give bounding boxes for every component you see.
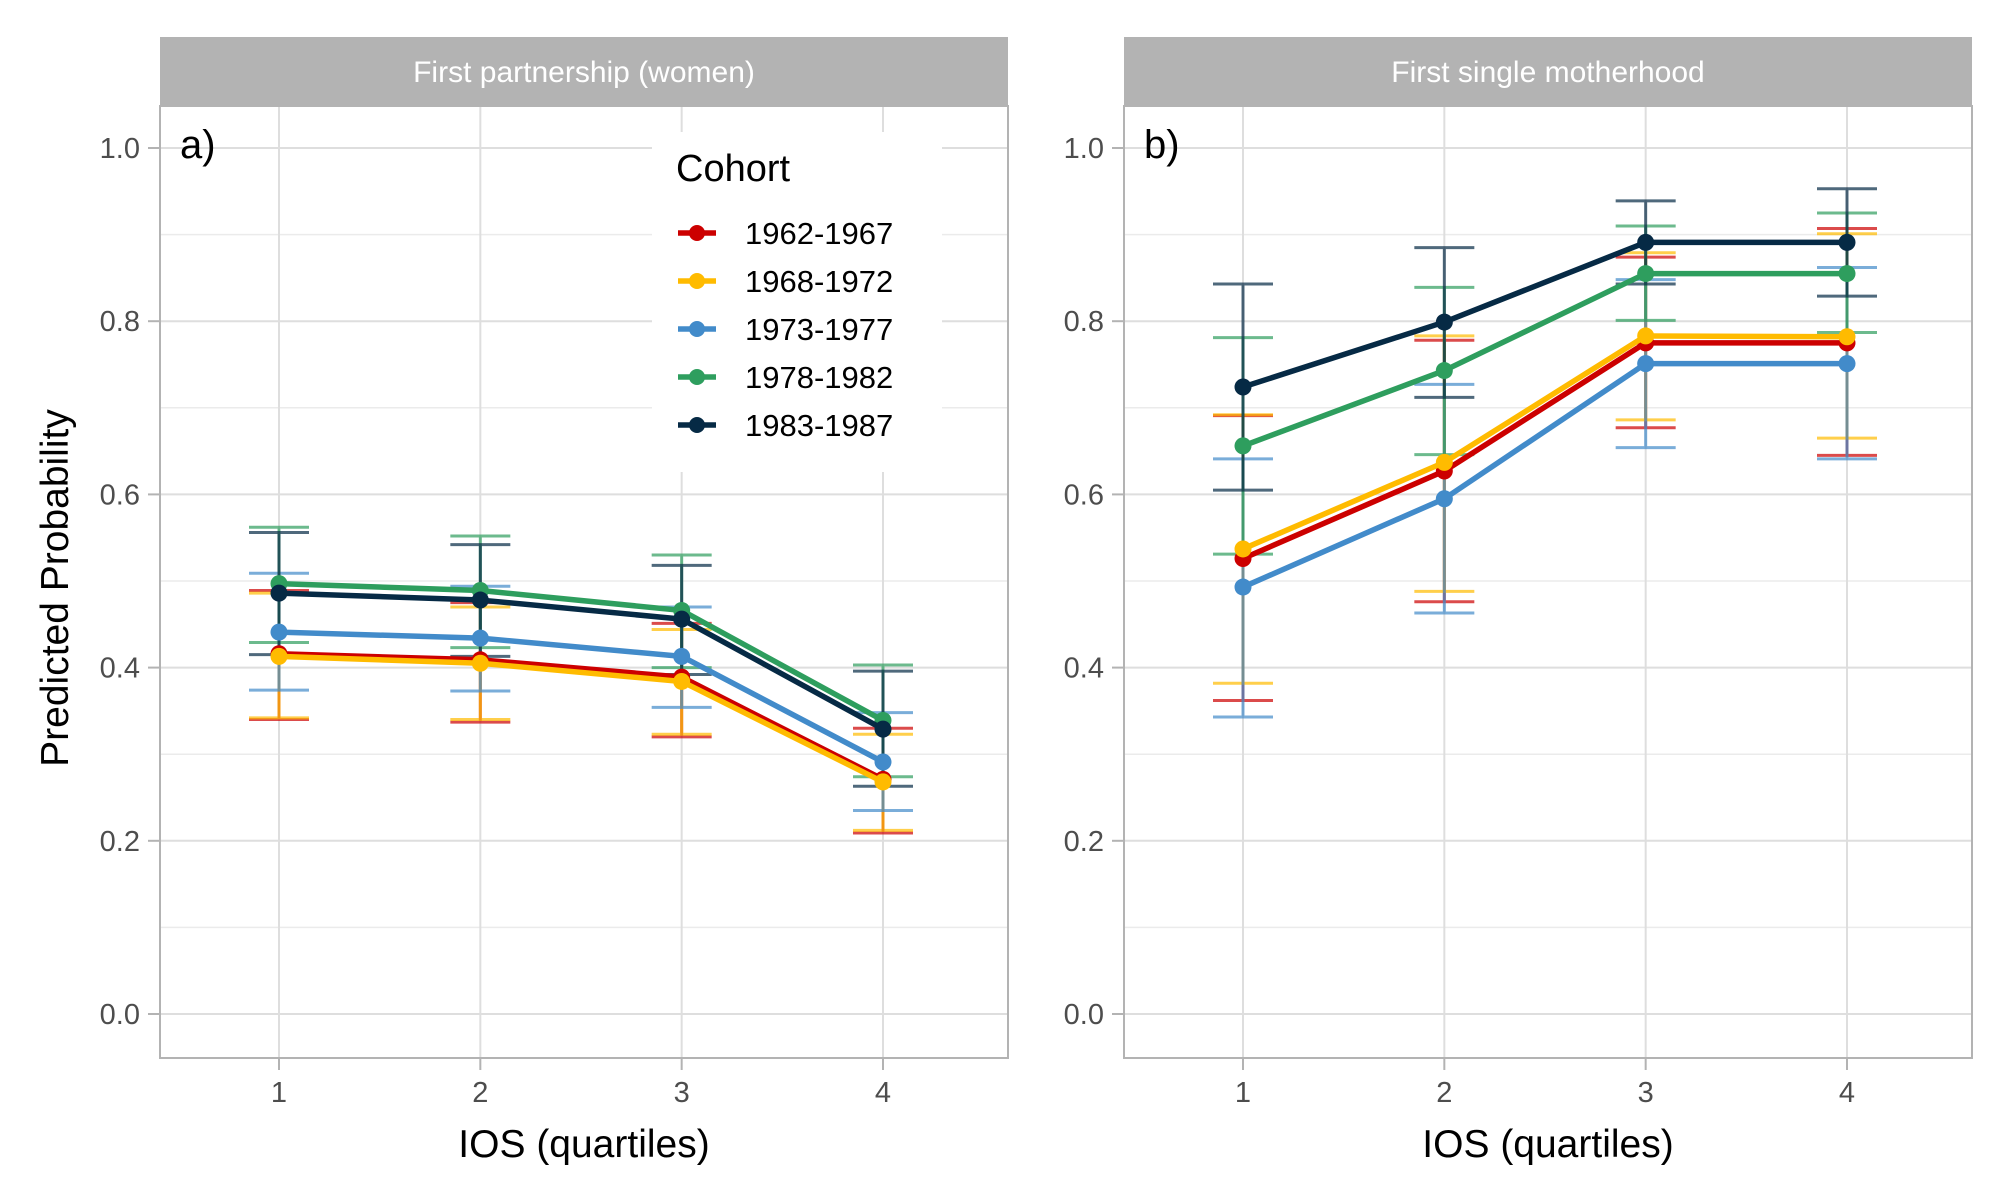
data-point — [1435, 453, 1453, 471]
data-point — [1637, 265, 1655, 283]
legend-item: 1983-1987 — [678, 408, 893, 443]
x-tick-label: 3 — [674, 1077, 690, 1109]
data-point — [471, 629, 489, 647]
legend-item: 1962-1967 — [678, 216, 893, 251]
data-point — [1234, 578, 1252, 596]
data-point — [673, 672, 691, 690]
legend-key-point — [689, 321, 705, 337]
data-point — [1838, 355, 1856, 373]
data-point — [1435, 490, 1453, 508]
x-tick-label: 2 — [472, 1077, 488, 1109]
panel-border — [159, 105, 1009, 1059]
series-line-1962-1967 — [278, 650, 885, 782]
panel-border — [1123, 105, 1973, 1059]
data-point — [1637, 233, 1655, 251]
data-point — [1637, 327, 1655, 345]
x-tick-label: 4 — [875, 1077, 891, 1109]
x-axis-title-b: IOS (quartiles) — [1422, 1123, 1673, 1166]
y-tick-label: 0.8 — [1064, 306, 1104, 338]
legend-key-point — [689, 369, 705, 385]
legend-label: 1983-1987 — [745, 408, 893, 443]
legend-label: 1973-1977 — [745, 312, 893, 347]
x-tick-label: 2 — [1436, 1077, 1452, 1109]
y-axis-title: Predicted Probability — [34, 409, 77, 767]
x-tick-label: 3 — [1638, 1077, 1654, 1109]
x-tick-label: 1 — [271, 1077, 287, 1109]
panel-strip-title: First single motherhood — [1391, 56, 1704, 89]
series-line-1978-1982 — [1242, 270, 1847, 449]
y-tick-label: 0.6 — [100, 479, 140, 511]
data-point — [673, 647, 691, 665]
legend-key-point — [689, 225, 705, 241]
data-point — [1435, 362, 1453, 380]
data-point — [1637, 355, 1655, 373]
legend-title: Cohort — [676, 148, 790, 190]
series-line-1983-1987 — [278, 590, 885, 732]
data-point — [874, 753, 892, 771]
legend-background — [652, 132, 942, 472]
data-point — [874, 720, 892, 738]
x-axis-title-a: IOS (quartiles) — [458, 1123, 709, 1166]
data-point — [1234, 378, 1252, 396]
series-line-1983-1987 — [1242, 239, 1847, 390]
data-point — [471, 591, 489, 609]
y-tick-label: 0.4 — [100, 653, 140, 685]
plot-background — [1124, 106, 1972, 1058]
data-point — [471, 654, 489, 672]
data-point — [270, 647, 288, 665]
legend-item: 1978-1982 — [678, 360, 893, 395]
y-tick-label: 0.0 — [100, 999, 140, 1031]
panel-tag: a) — [180, 123, 216, 167]
y-tick-label: 0.2 — [100, 826, 140, 858]
series-line-1973-1977 — [278, 629, 885, 765]
y-tick-label: 0.6 — [1064, 479, 1104, 511]
panel-a: First partnership (women) 0.0 0.2 0.4 0.6 0.8… — [100, 37, 1009, 1109]
panel-tag: b) — [1144, 123, 1180, 167]
panel-b: First single motherhood 0.0 0.2 0.4 0.6 0.8 1.… — [1064, 37, 1973, 1109]
series-line-1978-1982 — [278, 580, 885, 723]
y-tick-label: 0.0 — [1064, 999, 1104, 1031]
series-line-1962-1967 — [1241, 340, 1847, 562]
data-point — [1234, 540, 1252, 558]
data-point — [1435, 313, 1453, 331]
panel-strip — [1124, 37, 1972, 106]
data-point — [673, 610, 691, 628]
series-line-1968-1972 — [1241, 333, 1848, 552]
y-tick-label: 0.4 — [1064, 653, 1104, 685]
legend-key-point — [689, 273, 705, 289]
data-point — [874, 773, 892, 791]
legend-item: 1973-1977 — [678, 312, 893, 347]
y-tick-label: 0.8 — [100, 306, 140, 338]
y-tick-label: 1.0 — [1064, 133, 1104, 165]
legend-key-point — [689, 417, 705, 433]
data-point — [270, 623, 288, 641]
legend-label: 1978-1982 — [745, 360, 893, 395]
data-point — [270, 584, 288, 602]
legend-label: 1962-1967 — [745, 216, 893, 251]
series-line-1968-1972 — [278, 653, 885, 785]
data-point — [1838, 233, 1856, 251]
legend: Cohort 1962-1967 1968-1972 1973-1977 1978-1… — [652, 132, 942, 472]
legend-items: 1962-1967 1968-1972 1973-1977 1978-1982 1983… — [678, 216, 893, 443]
data-point — [1838, 328, 1856, 346]
data-point — [1838, 265, 1856, 283]
y-tick-label: 1.0 — [100, 133, 140, 165]
data-point — [1234, 437, 1252, 455]
legend-label: 1968-1972 — [745, 264, 893, 299]
panel-strip-title: First partnership (women) — [413, 56, 755, 89]
panels-layer: First partnership (women) 0.0 0.2 0.4 0.6 0.8… — [100, 37, 1973, 1109]
x-tick-label: 1 — [1235, 1077, 1251, 1109]
x-tick-label: 4 — [1839, 1077, 1855, 1109]
series-line-1973-1977 — [1241, 360, 1847, 590]
legend-item: 1968-1972 — [678, 264, 893, 299]
y-tick-label: 0.2 — [1064, 826, 1104, 858]
panel-strip — [160, 37, 1008, 106]
